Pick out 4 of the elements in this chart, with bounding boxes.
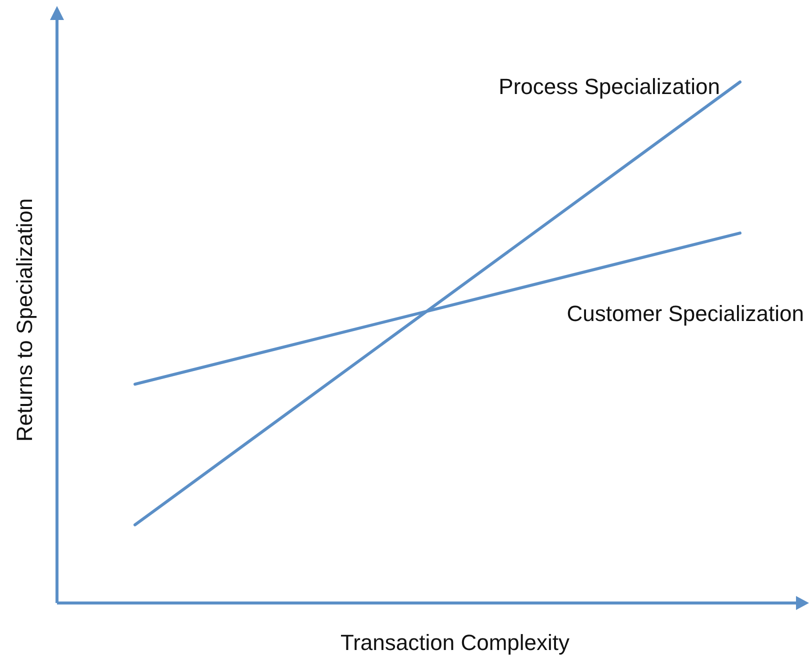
series-label: Process Specialization (498, 74, 720, 99)
y-axis-title: Returns to Specialization (12, 198, 37, 442)
x-axis-title: Transaction Complexity (340, 630, 570, 655)
series-label: Customer Specialization (566, 301, 804, 326)
